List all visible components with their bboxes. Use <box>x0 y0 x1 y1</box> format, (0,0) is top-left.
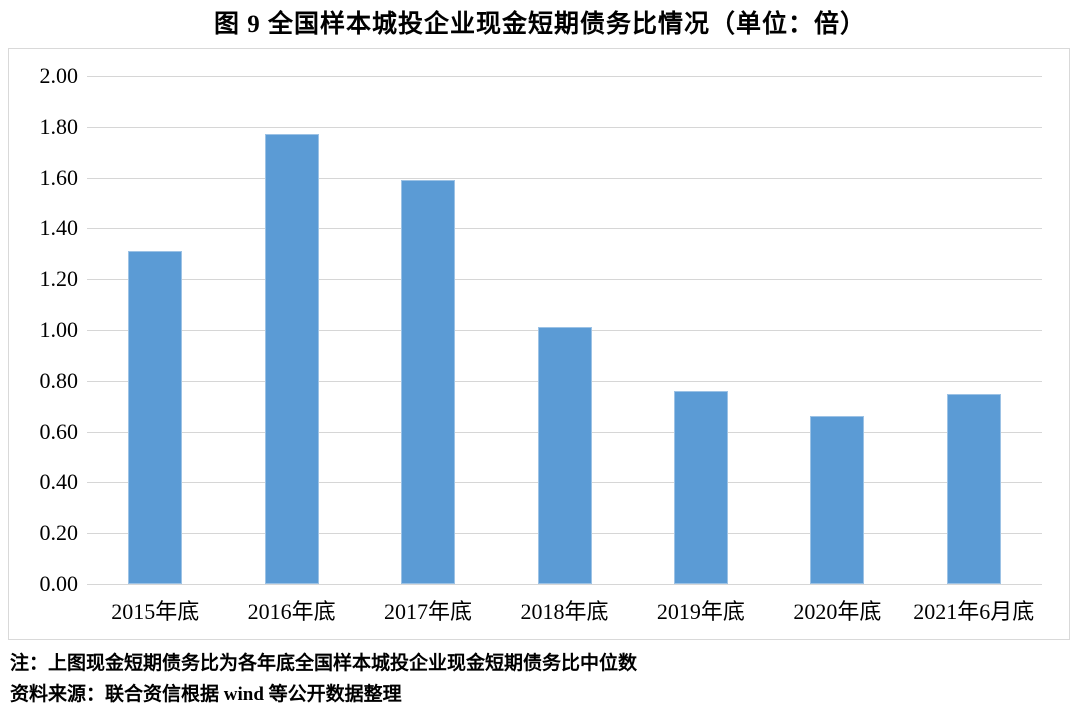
figure-notes: 注：上图现金短期债务比为各年底全国样本城投企业现金短期债务比中位数 资料来源：联… <box>10 648 1070 710</box>
y-axis-labels: 0.00 0.20 0.40 0.60 0.80 1.00 1.20 1.40 1.60 1.80… <box>9 63 79 596</box>
bar-2019年底 <box>673 390 728 584</box>
chart-area: 0.00 0.20 0.40 0.60 0.80 1.00 1.20 1.40 1.60 1.80… <box>8 48 1070 640</box>
bar-2018年底 <box>537 327 592 584</box>
plot-area <box>87 76 1042 585</box>
gridline <box>87 228 1042 230</box>
chart-title: 图 9 全国样本城投企业现金短期债务比情况（单位：倍） <box>213 11 866 38</box>
y-tick-label: 1.40 <box>39 215 79 241</box>
gridline <box>87 76 1042 77</box>
y-tick-label: 0.60 <box>39 418 79 444</box>
gridline <box>87 279 1042 281</box>
bar-2015年底 <box>128 251 183 584</box>
y-tick-label: 2.00 <box>39 63 79 88</box>
x-tick-label: 2015年底 <box>111 599 200 624</box>
bar-2021年6月底 <box>946 393 1001 584</box>
y-tick-label: 0.00 <box>39 571 79 596</box>
figure-source: 资料来源：联合资信根据 wind 等公开数据整理 <box>10 684 402 705</box>
bar-2017年底 <box>401 180 456 584</box>
y-tick-label: 1.60 <box>39 164 79 190</box>
x-tick-label: 2021年6月底 <box>913 599 1035 624</box>
x-tick-label: 2016年底 <box>247 599 336 624</box>
y-tick-label: 0.80 <box>39 367 79 393</box>
y-tick-label: 1.80 <box>39 113 79 139</box>
gridline <box>87 126 1042 128</box>
y-tick-label: 0.40 <box>39 469 79 495</box>
x-tick-label: 2018年底 <box>520 599 609 624</box>
figure-note: 注：上图现金短期债务比为各年底全国样本城投企业现金短期债务比中位数 <box>10 653 638 674</box>
x-tick-label: 2019年底 <box>656 599 745 624</box>
x-tick-label: 2017年底 <box>384 599 473 624</box>
bar-2020年底 <box>810 416 865 584</box>
y-tick-label: 1.20 <box>39 266 79 292</box>
gridline <box>87 177 1042 179</box>
gridline <box>87 584 1042 585</box>
x-tick-label: 2020年底 <box>793 599 882 624</box>
y-tick-label: 1.00 <box>39 317 79 342</box>
bar-2016年底 <box>264 134 319 584</box>
y-tick-label: 0.20 <box>39 520 79 546</box>
x-axis-labels: 2015年底 2016年底 2017年底 2018年底 2019年底 2020年底 2021… <box>87 594 1042 626</box>
